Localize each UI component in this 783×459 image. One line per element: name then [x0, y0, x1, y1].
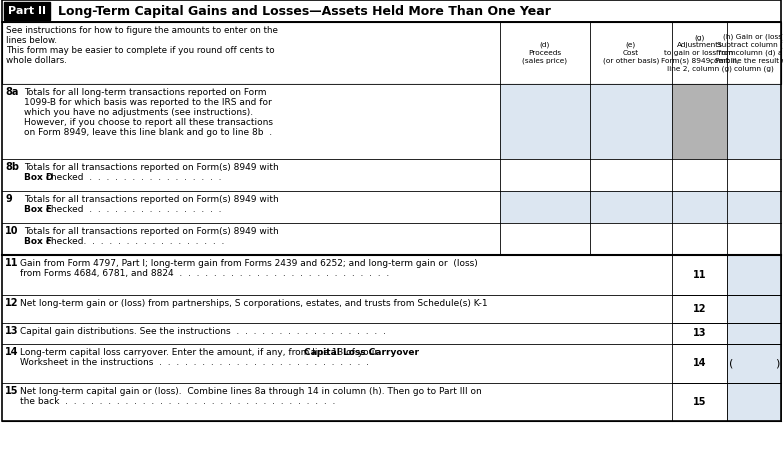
Text: Capital gain distributions. See the instructions  .  .  .  .  .  .  .  .  .  .  : Capital gain distributions. See the inst…: [20, 327, 386, 336]
Bar: [727, 84, 781, 159]
Text: 13: 13: [5, 326, 19, 336]
Text: 1099-B for which basis was reported to the IRS and for: 1099-B for which basis was reported to t…: [24, 98, 272, 107]
Bar: [500, 223, 590, 255]
Bar: [727, 223, 781, 255]
Text: checked.  .  .  .  .  .  .  .  .  .  .  .  .  .  .  .  .: checked. . . . . . . . . . . . . . . . .: [43, 237, 225, 246]
Text: See instructions for how to figure the amounts to enter on the: See instructions for how to figure the a…: [6, 26, 278, 35]
Text: 10: 10: [5, 226, 19, 236]
Bar: [727, 323, 781, 344]
Text: (e)
Cost
(or other basis): (e) Cost (or other basis): [603, 42, 659, 64]
Bar: [672, 255, 727, 295]
Text: whole dollars.: whole dollars.: [6, 56, 67, 65]
Bar: [2, 323, 672, 344]
Text: This form may be easier to complete if you round off cents to: This form may be easier to complete if y…: [6, 46, 275, 55]
Text: Totals for all transactions reported on Form(s) 8949 with: Totals for all transactions reported on …: [24, 227, 279, 236]
Text: ): ): [774, 358, 779, 369]
Bar: [500, 191, 590, 223]
Bar: [4, 2, 50, 20]
Text: 12: 12: [5, 298, 19, 308]
Bar: [2, 159, 500, 191]
Text: Gain from Form 4797, Part I; long-term gain from Forms 2439 and 6252; and long-t: Gain from Form 4797, Part I; long-term g…: [20, 259, 478, 268]
Bar: [2, 295, 672, 323]
Text: (: (: [729, 358, 734, 369]
Bar: [2, 255, 672, 295]
Text: Net long-term gain or (loss) from partnerships, S corporations, estates, and tru: Net long-term gain or (loss) from partne…: [20, 299, 488, 308]
Text: from Forms 4684, 6781, and 8824  .  .  .  .  .  .  .  .  .  .  .  .  .  .  .  . : from Forms 4684, 6781, and 8824 . . . . …: [20, 269, 389, 278]
Bar: [672, 159, 727, 191]
Text: on Form 8949, leave this line blank and go to line 8b  .: on Form 8949, leave this line blank and …: [24, 128, 272, 137]
Bar: [590, 159, 672, 191]
Text: Long-Term Capital Gains and Losses—Assets Held More Than One Year: Long-Term Capital Gains and Losses—Asset…: [58, 5, 551, 17]
Text: Worksheet in the instructions  .  .  .  .  .  .  .  .  .  .  .  .  .  .  .  .  .: Worksheet in the instructions . . . . . …: [20, 358, 369, 367]
Text: Net long-term capital gain or (loss).  Combine lines 8a through 14 in column (h): Net long-term capital gain or (loss). Co…: [20, 387, 482, 396]
Text: Box F: Box F: [24, 237, 52, 246]
Text: the back  .  .  .  .  .  .  .  .  .  .  .  .  .  .  .  .  .  .  .  .  .  .  .  .: the back . . . . . . . . . . . . . . . .…: [20, 397, 335, 406]
Bar: [2, 22, 781, 84]
Bar: [727, 344, 781, 383]
Bar: [727, 191, 781, 223]
Bar: [727, 255, 781, 295]
Text: 15: 15: [5, 386, 19, 396]
Bar: [672, 344, 727, 383]
Bar: [2, 383, 672, 421]
Text: Totals for all transactions reported on Form(s) 8949 with: Totals for all transactions reported on …: [24, 163, 279, 172]
Text: 8a: 8a: [5, 87, 18, 97]
Text: (h) Gain or (loss)
Subtract column (e)
from column (d) and
combine the result wi: (h) Gain or (loss) Subtract column (e) f…: [710, 34, 783, 72]
Text: which you have no adjustments (see instructions).: which you have no adjustments (see instr…: [24, 108, 253, 117]
Bar: [2, 0, 781, 22]
Text: 14: 14: [693, 358, 706, 369]
Bar: [672, 223, 727, 255]
Bar: [672, 84, 727, 159]
Text: checked  .  .  .  .  .  .  .  .  .  .  .  .  .  .  .  .: checked . . . . . . . . . . . . . . . .: [43, 173, 222, 182]
Text: Long-term capital loss carryover. Enter the amount, if any, from line 13 of your: Long-term capital loss carryover. Enter …: [20, 348, 381, 357]
Text: 9: 9: [5, 194, 12, 204]
Text: However, if you choose to report all these transactions: However, if you choose to report all the…: [24, 118, 273, 127]
Bar: [590, 84, 672, 159]
Text: checked  .  .  .  .  .  .  .  .  .  .  .  .  .  .  .  .: checked . . . . . . . . . . . . . . . .: [43, 205, 222, 214]
Bar: [500, 84, 590, 159]
Text: Box D: Box D: [24, 173, 53, 182]
Bar: [590, 223, 672, 255]
Bar: [672, 383, 727, 421]
Bar: [590, 191, 672, 223]
Bar: [2, 223, 500, 255]
Bar: [727, 295, 781, 323]
Bar: [2, 22, 781, 421]
Bar: [2, 84, 500, 159]
Text: Totals for all long-term transactions reported on Form: Totals for all long-term transactions re…: [24, 88, 266, 97]
Text: 11: 11: [693, 270, 706, 280]
Bar: [672, 295, 727, 323]
Bar: [672, 323, 727, 344]
Text: 15: 15: [693, 397, 706, 407]
Text: 11: 11: [5, 258, 19, 268]
Bar: [727, 159, 781, 191]
Text: (d)
Proceeds
(sales price): (d) Proceeds (sales price): [522, 42, 568, 64]
Text: 13: 13: [693, 329, 706, 338]
Text: 12: 12: [693, 304, 706, 314]
Bar: [500, 159, 590, 191]
Text: Box E: Box E: [24, 205, 52, 214]
Text: Part II: Part II: [8, 6, 46, 16]
Text: Capital Loss Carryover: Capital Loss Carryover: [304, 348, 418, 357]
Bar: [672, 191, 727, 223]
Text: lines below.: lines below.: [6, 36, 57, 45]
Bar: [727, 383, 781, 421]
Text: 14: 14: [5, 347, 19, 357]
Text: Totals for all transactions reported on Form(s) 8949 with: Totals for all transactions reported on …: [24, 195, 279, 204]
Text: (g)
Adjustments
to gain or loss from
Form(s) 8949, Part II,
line 2, column (g): (g) Adjustments to gain or loss from For…: [661, 34, 738, 72]
Text: 8b: 8b: [5, 162, 19, 172]
Bar: [2, 191, 500, 223]
Bar: [2, 344, 672, 383]
